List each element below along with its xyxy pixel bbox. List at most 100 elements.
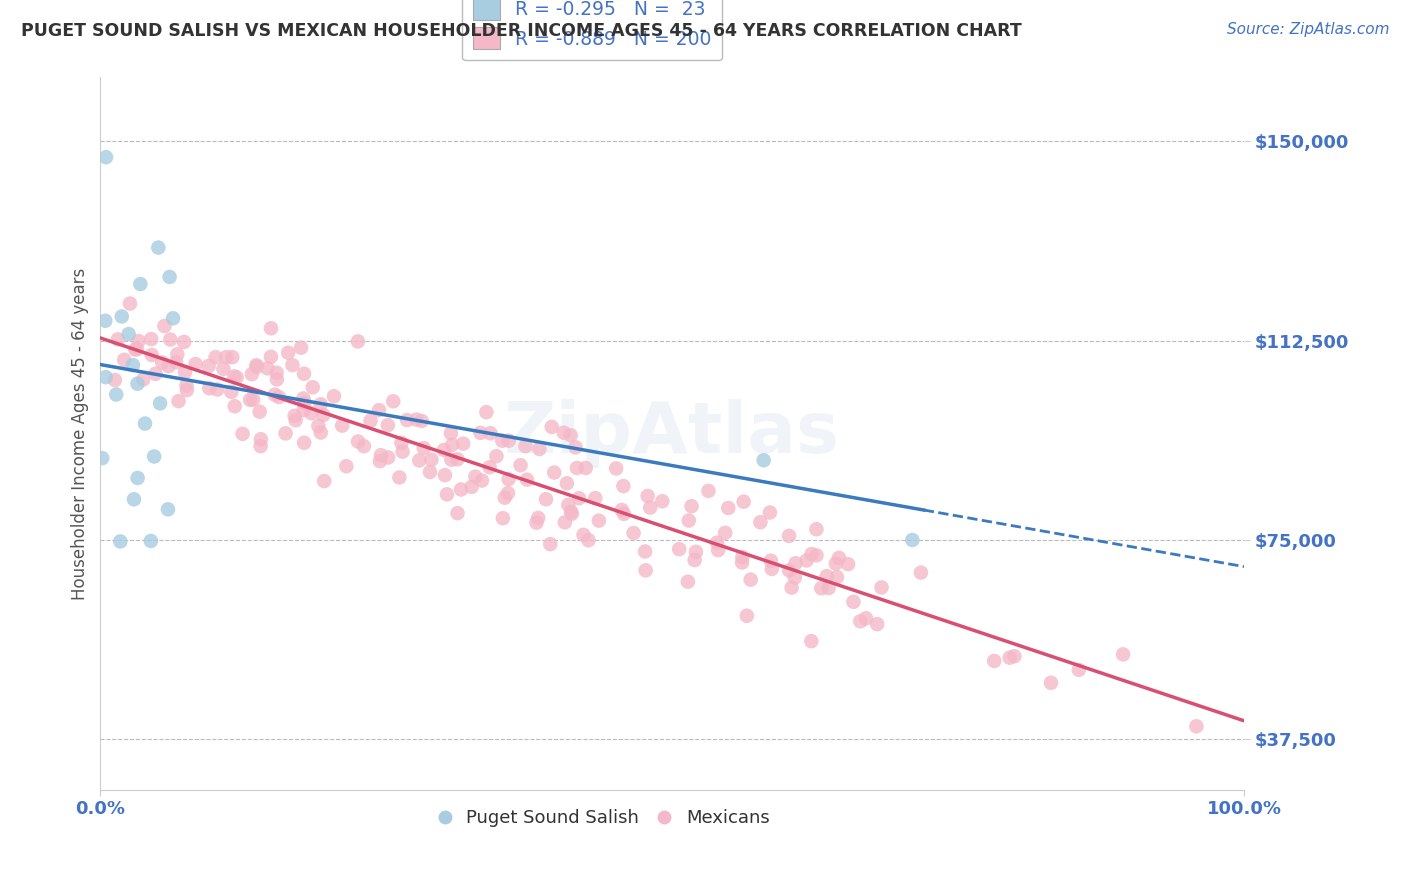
Point: [284, 409, 307, 423]
Point: [105, 387, 128, 401]
Point: [440, 426, 463, 441]
Point: [785, 556, 807, 570]
Point: [249, 439, 271, 453]
Point: [683, 553, 706, 567]
Point: [668, 542, 690, 557]
Point: [516, 473, 538, 487]
Point: [464, 469, 486, 483]
Point: [162, 311, 184, 326]
Point: [122, 358, 145, 372]
Point: [450, 483, 472, 497]
Point: [174, 365, 197, 379]
Point: [157, 359, 180, 374]
Point: [299, 406, 322, 420]
Point: [828, 550, 851, 565]
Point: [94, 370, 117, 384]
Point: [806, 522, 828, 536]
Point: [759, 554, 782, 568]
Point: [292, 403, 315, 417]
Point: [266, 366, 288, 380]
Point: [215, 350, 238, 364]
Point: [623, 526, 645, 541]
Point: [714, 525, 737, 540]
Point: [127, 471, 149, 485]
Point: [360, 414, 382, 428]
Point: [242, 392, 264, 407]
Point: [796, 553, 818, 567]
Point: [509, 458, 531, 473]
Point: [572, 528, 595, 542]
Point: [681, 500, 703, 514]
Point: [141, 348, 163, 362]
Point: [749, 515, 772, 529]
Point: [127, 376, 149, 391]
Point: [637, 489, 659, 503]
Point: [221, 350, 243, 364]
Point: [145, 367, 167, 381]
Point: [141, 332, 163, 346]
Point: [198, 381, 221, 395]
Point: [901, 533, 924, 547]
Point: [527, 511, 550, 525]
Point: [446, 506, 468, 520]
Point: [778, 563, 800, 577]
Point: [419, 465, 441, 479]
Point: [112, 352, 135, 367]
Point: [153, 318, 176, 333]
Point: [555, 476, 578, 491]
Point: [290, 341, 312, 355]
Point: [735, 608, 758, 623]
Point: [485, 449, 508, 463]
Point: [377, 450, 399, 465]
Point: [124, 343, 146, 357]
Point: [139, 533, 162, 548]
Point: [498, 434, 520, 448]
Point: [260, 321, 283, 335]
Text: Source: ZipAtlas.com: Source: ZipAtlas.com: [1226, 22, 1389, 37]
Point: [143, 450, 166, 464]
Point: [553, 425, 575, 440]
Point: [554, 516, 576, 530]
Point: [761, 562, 783, 576]
Point: [176, 383, 198, 397]
Point: [494, 491, 516, 505]
Point: [118, 326, 141, 341]
Point: [307, 418, 329, 433]
Point: [538, 537, 561, 551]
Point: [330, 418, 353, 433]
Point: [849, 615, 872, 629]
Point: [111, 310, 134, 324]
Point: [129, 277, 152, 291]
Point: [148, 241, 170, 255]
Point: [870, 581, 893, 595]
Point: [780, 581, 803, 595]
Point: [263, 388, 285, 402]
Point: [436, 487, 458, 501]
Point: [676, 574, 699, 589]
Point: [496, 486, 519, 500]
Point: [184, 357, 207, 371]
Point: [583, 491, 606, 506]
Point: [156, 502, 179, 516]
Point: [370, 448, 392, 462]
Point: [910, 566, 932, 580]
Point: [1004, 649, 1026, 664]
Point: [866, 617, 889, 632]
Point: [478, 460, 501, 475]
Point: [815, 569, 838, 583]
Point: [377, 418, 399, 433]
Point: [165, 355, 187, 369]
Point: [250, 432, 273, 446]
Point: [560, 428, 582, 442]
Point: [433, 442, 456, 457]
Point: [837, 557, 859, 571]
Point: [323, 389, 346, 403]
Point: [94, 150, 117, 164]
Legend: Puget Sound Salish, Mexicans: Puget Sound Salish, Mexicans: [430, 802, 778, 834]
Point: [212, 362, 235, 376]
Point: [256, 361, 278, 376]
Point: [529, 442, 551, 456]
Point: [471, 474, 494, 488]
Point: [240, 367, 263, 381]
Point: [408, 453, 430, 467]
